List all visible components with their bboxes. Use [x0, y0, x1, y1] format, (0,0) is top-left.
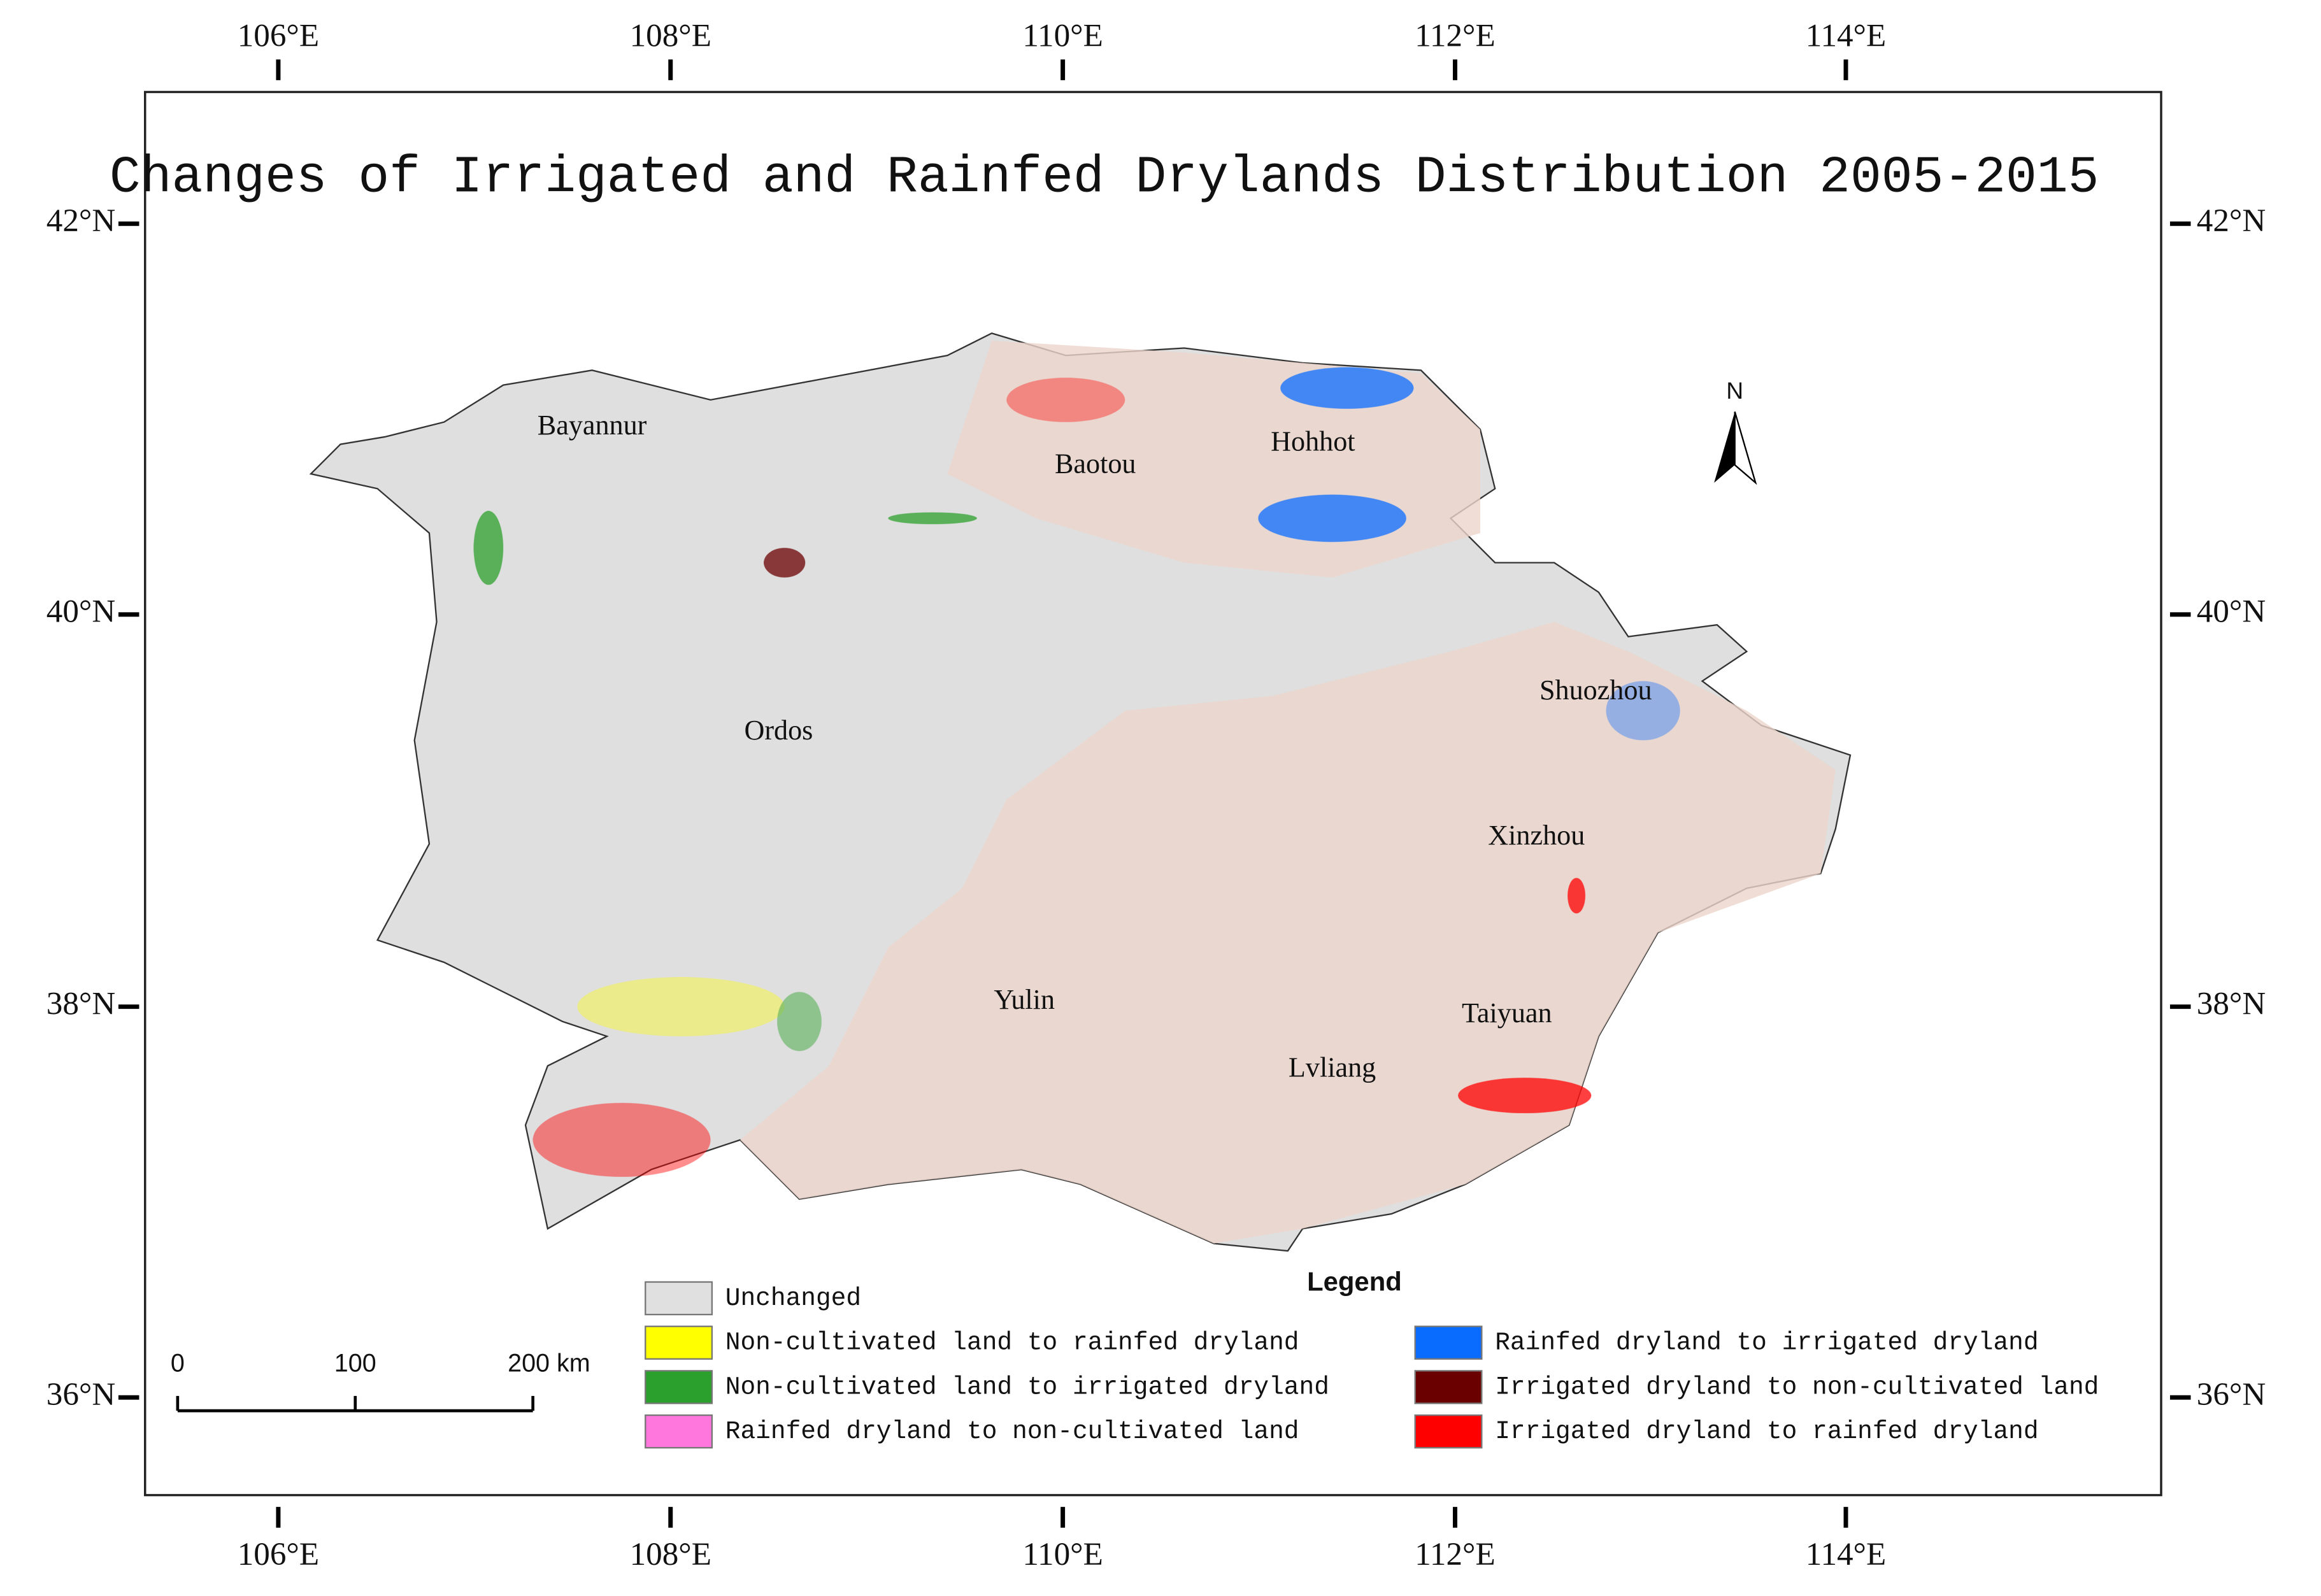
patch: [1258, 494, 1406, 542]
longitude-label: 108°E: [630, 1536, 711, 1572]
latitude-label: 36°N: [46, 1376, 115, 1413]
longitude-label: 114°E: [1806, 18, 1886, 54]
patch: [532, 1102, 711, 1177]
legend-label: Rainfed dryland to non-cultivated land: [725, 1417, 1299, 1446]
patch: [1006, 377, 1125, 422]
legend-swatch: [1414, 1325, 1483, 1360]
latitude-label: 42°N: [2197, 203, 2266, 239]
city-label: Xinzhou: [1488, 820, 1585, 851]
change-patches: [473, 367, 1680, 1177]
legend-title: Legend: [1307, 1266, 1402, 1296]
north-arrow-right: [1734, 411, 1757, 485]
longitude-label: 106°E: [238, 1536, 319, 1572]
latitude-label: 38°N: [46, 985, 115, 1022]
patch: [777, 992, 822, 1051]
scale-label: 200 km: [508, 1350, 590, 1378]
longitude-label: 114°E: [1806, 1536, 1886, 1572]
patch: [764, 548, 806, 578]
longitude-label: 108°E: [630, 18, 711, 54]
latitude-label: 38°N: [2197, 985, 2266, 1022]
north-arrow-left: [1714, 411, 1735, 483]
longitude-label: 112°E: [1415, 18, 1495, 54]
longitude-label: 106°E: [238, 18, 319, 54]
legend-swatch: [645, 1370, 713, 1404]
city-label: Bayannur: [538, 410, 647, 441]
legend-label: Irrigated dryland to non-cultivated land: [1495, 1372, 2099, 1401]
patch: [1280, 367, 1414, 409]
legend-swatch: [645, 1281, 713, 1316]
longitude-label: 110°E: [1022, 18, 1103, 54]
city-label: Ordos: [744, 715, 813, 746]
patch: [1458, 1078, 1592, 1114]
latitude-label: 40°N: [46, 594, 115, 630]
patch: [1606, 681, 1680, 741]
city-label: Baotou: [1055, 448, 1136, 480]
legend-label: Rainfed dryland to irrigated dryland: [1495, 1329, 2038, 1357]
longitude-label: 110°E: [1022, 1536, 1103, 1572]
city-label: Yulin: [994, 984, 1055, 1015]
legend-swatch: [645, 1414, 713, 1449]
map-title: Changes of Irrigated and Rainfed Dryland…: [110, 149, 2099, 208]
north-label: N: [1726, 377, 1743, 404]
patch: [1568, 878, 1585, 914]
legend-label: Unchanged: [725, 1284, 861, 1313]
patch: [577, 977, 785, 1037]
legend-label: Non-cultivated land to rainfed dryland: [725, 1329, 1299, 1357]
latitude-label: 36°N: [2197, 1376, 2266, 1413]
city-label: Taiyuan: [1462, 997, 1552, 1029]
patch: [473, 511, 504, 585]
scale-bar: [176, 1395, 534, 1413]
longitude-label: 112°E: [1415, 1536, 1495, 1572]
legend-swatch: [1414, 1414, 1483, 1449]
latitude-label: 40°N: [2197, 594, 2266, 630]
legend-swatch: [1414, 1370, 1483, 1404]
legend-swatch: [645, 1325, 713, 1360]
city-label: Lvliang: [1289, 1052, 1376, 1083]
latitude-label: 42°N: [46, 203, 115, 239]
scale-label: 0: [171, 1350, 185, 1378]
patch: [888, 512, 977, 525]
legend-label: Non-cultivated land to irrigated dryland: [725, 1372, 1329, 1401]
north-arrow: N: [1714, 377, 1757, 485]
legend-label: Irrigated dryland to rainfed dryland: [1495, 1417, 2038, 1446]
scale-label: 100: [334, 1350, 376, 1378]
city-label: Hohhot: [1271, 426, 1355, 457]
city-label: Shuozhou: [1539, 674, 1652, 706]
